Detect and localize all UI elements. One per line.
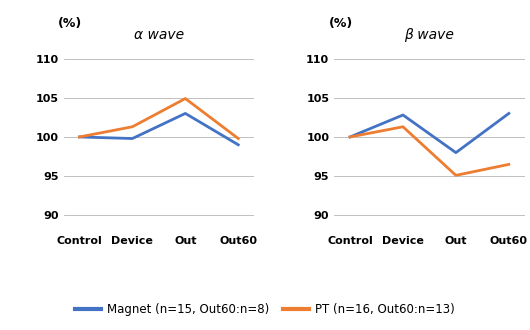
Legend: Magnet (n=15, Out60:n=8), PT (n=16, Out60:n=13): Magnet (n=15, Out60:n=8), PT (n=16, Out6… (70, 298, 460, 321)
Title: α wave: α wave (134, 28, 184, 42)
Text: (%): (%) (329, 17, 353, 30)
Text: (%): (%) (58, 17, 83, 30)
Title: β wave: β wave (404, 28, 454, 42)
